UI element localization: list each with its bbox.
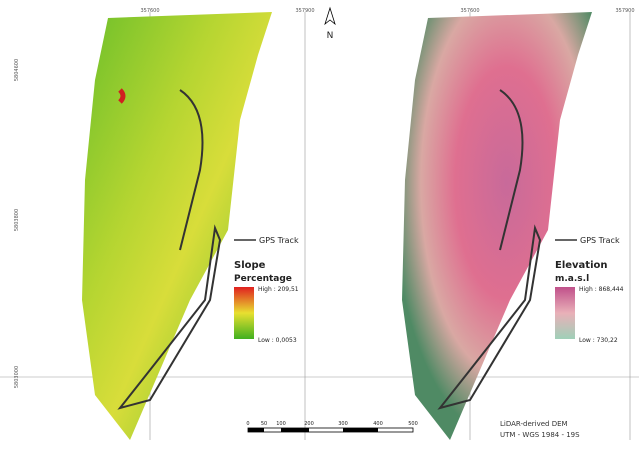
legend-high: High : 868,444 [579, 286, 624, 293]
scale-label: 400 [373, 421, 383, 427]
coord-label: 5803800 [14, 209, 20, 231]
slope-map [82, 12, 272, 440]
north-label: N [327, 31, 334, 41]
scale-label: 50 [261, 421, 267, 427]
scale-label: 200 [304, 421, 314, 427]
legend-high: High : 209,51 [258, 286, 299, 293]
coord-label: 357600 [140, 8, 159, 14]
footer-text: LiDAR-derived DEM [500, 420, 568, 428]
legend-title: Slope [234, 260, 266, 271]
coord-label: 357900 [295, 8, 314, 14]
legend-low: Low : 730,22 [579, 337, 618, 344]
legend-low: Low : 0,0053 [258, 337, 297, 344]
scale-label: 100 [276, 421, 286, 427]
slope-legend: GPS Track Slope Percentage High : 209,51… [234, 236, 299, 344]
coord-label: 5803000 [14, 366, 20, 388]
coord-label: 5804600 [14, 59, 20, 81]
scale-label: 500 [408, 421, 418, 427]
coord-label: 357600 [460, 8, 479, 14]
legend-track: GPS Track [580, 236, 620, 245]
legend-track: GPS Track [259, 236, 299, 245]
elevation-map [402, 12, 592, 440]
elevation-legend: GPS Track Elevation m.a.s.l High : 868,4… [555, 236, 624, 344]
map-figure: N 357600 357900 357600 357900 5804600 58… [0, 0, 639, 450]
scale-label: 300 [338, 421, 348, 427]
scale-label: 0 [246, 421, 249, 427]
coord-label: 357900 [615, 8, 634, 14]
scale-bar [248, 428, 413, 432]
footer-text: UTM - WGS 1984 - 19S [500, 431, 580, 439]
north-arrow: N [325, 8, 335, 41]
legend-subtitle: Percentage [234, 274, 292, 284]
legend-subtitle: m.a.s.l [555, 274, 589, 284]
legend-title: Elevation [555, 260, 608, 271]
